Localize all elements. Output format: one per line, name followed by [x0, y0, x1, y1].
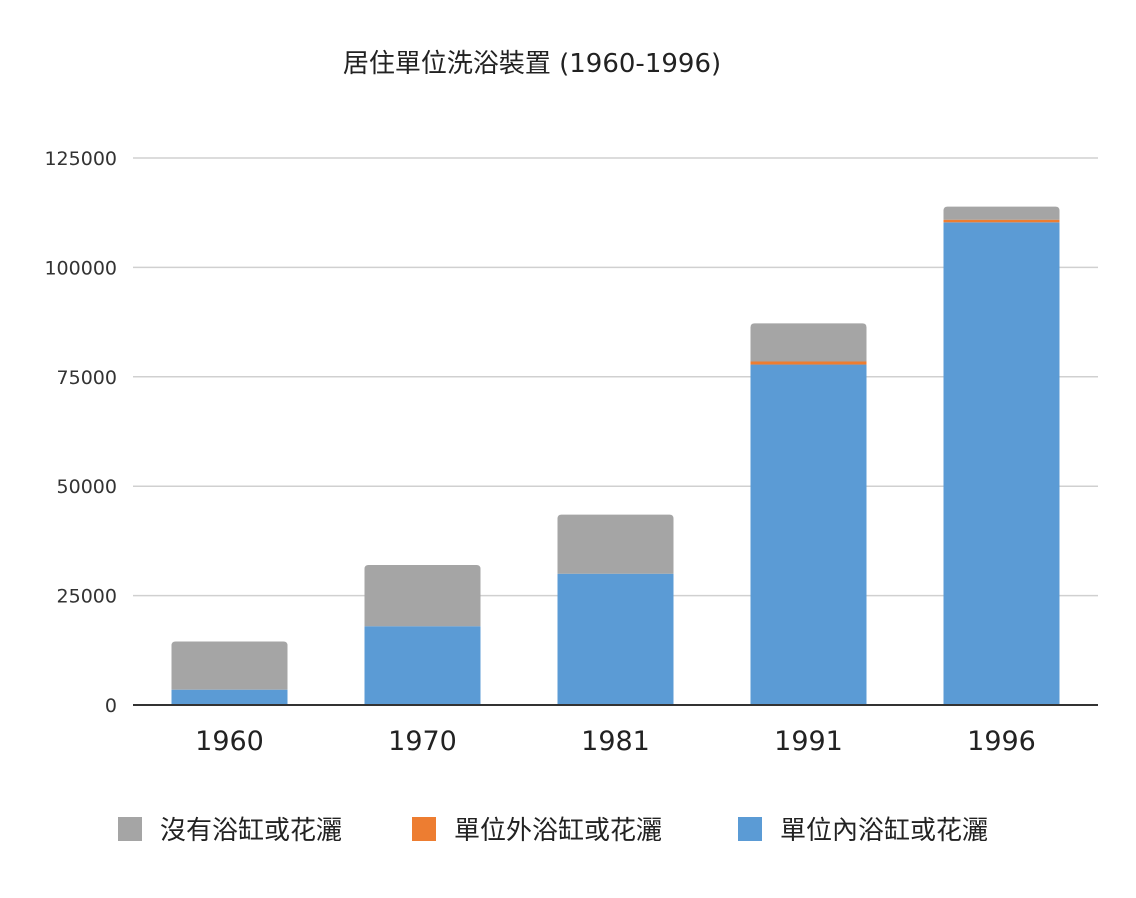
bar-segment: [364, 564, 481, 627]
legend-item: 單位外浴缸或花灑: [412, 816, 662, 846]
legend: 沒有浴缸或花灑 單位外浴缸或花灑 單位內浴缸或花灑: [118, 816, 988, 846]
x-tick-label: 1981: [581, 726, 650, 757]
bar-segment: [750, 323, 867, 362]
y-tick-label: 50000: [57, 476, 117, 498]
y-axis-ticks: 0 25000 50000 75000 100000 125000: [44, 148, 117, 717]
x-tick-label: 1970: [388, 726, 457, 757]
legend-swatch: [738, 817, 762, 841]
y-tick-label: 125000: [44, 148, 117, 170]
legend-swatch: [118, 817, 142, 841]
legend-swatch: [412, 817, 436, 841]
bar-segment: [943, 222, 1060, 705]
bar-stack: [364, 564, 481, 705]
x-axis-ticks: 1960 1970 1981 1991 1996: [195, 726, 1036, 757]
bar-segment: [364, 626, 481, 705]
legend-label: 單位外浴缸或花灑: [454, 816, 662, 846]
bar-stack: [943, 206, 1060, 705]
bar-segment: [943, 219, 1060, 223]
bar-stack: [171, 641, 288, 705]
x-tick-label: 1991: [774, 726, 843, 757]
y-tick-label: 0: [105, 695, 117, 717]
chart-title: 居住單位洗浴裝置 (1960-1996): [343, 49, 721, 79]
bar-stack: [750, 323, 867, 705]
y-tick-label: 75000: [57, 367, 117, 389]
x-tick-label: 1960: [195, 726, 264, 757]
x-tick-label: 1996: [967, 726, 1036, 757]
bar-segment: [557, 514, 674, 574]
legend-item: 單位內浴缸或花灑: [738, 816, 988, 846]
bar-segment: [171, 641, 288, 690]
y-tick-label: 25000: [57, 586, 117, 608]
gridlines: [133, 157, 1098, 597]
bar-segment: [750, 364, 867, 705]
bar-segment: [557, 573, 674, 705]
bar-segment: [943, 206, 1060, 220]
bar-stack: [557, 514, 674, 705]
legend-label: 沒有浴缸或花灑: [160, 816, 342, 846]
legend-label: 單位內浴缸或花灑: [780, 816, 988, 846]
y-tick-label: 100000: [44, 257, 117, 279]
bar-segment: [171, 689, 288, 705]
bars: [171, 206, 1060, 705]
bar-segment: [750, 361, 867, 365]
legend-item: 沒有浴缸或花灑: [118, 816, 342, 846]
